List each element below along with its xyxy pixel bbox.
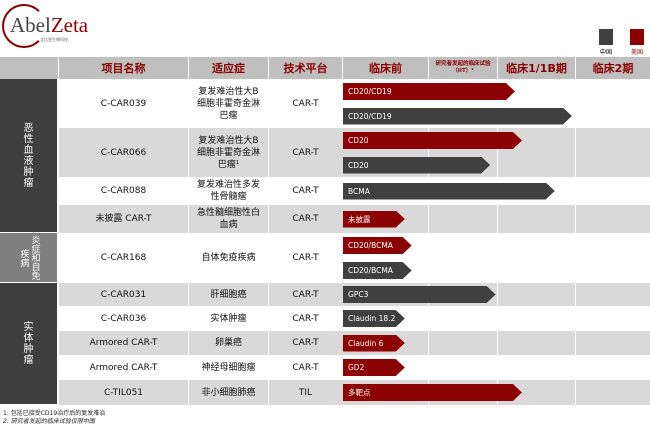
cell-platform: CAR-T — [268, 205, 342, 233]
table-row: C-CAR088 复发难治性多发性骨髓瘤 CAR-T — [58, 177, 650, 205]
table-row: C-CAR168 自体免疫疾病 CAR-T — [58, 233, 650, 283]
cell-platform: CAR-T — [268, 79, 342, 128]
cell-name: Armored CAR-T — [58, 331, 188, 355]
abelzeta-logo: AbelZeta 艾比昱生物科技 — [2, 4, 97, 52]
pipeline-bar-china: CD20/CD19 — [343, 108, 572, 125]
cell-platform: CAR-T — [268, 283, 342, 306]
legend-us: 美国 — [627, 29, 647, 56]
pipeline-bar-us: GD2 — [343, 359, 405, 376]
cell-platform: CAR-T — [268, 331, 342, 355]
cell-platform: TIL — [268, 380, 342, 405]
table-row: Armored CAR-T 神经母细胞瘤 CAR-T — [58, 355, 650, 380]
pipeline-bar-us: CD20/CD19 — [343, 83, 515, 100]
header-iit: 研究者发起的临床试验（IIT）² — [428, 57, 497, 79]
cell-platform: CAR-T — [268, 128, 342, 177]
cell-indication: 肝细胞癌 — [188, 283, 268, 306]
cell-name: C-CAR031 — [58, 283, 188, 306]
cell-name: C-CAR039 — [58, 79, 188, 128]
legend-china: 中国 — [596, 29, 616, 56]
category-label: 实体肿瘤 — [0, 283, 57, 404]
pipeline-bar-china: Claudin 18.2 — [343, 310, 405, 327]
cell-platform: CAR-T — [268, 306, 342, 331]
header-phase2: 临床2期 — [575, 57, 650, 79]
table-row: C-CAR039 复发难治性大B细胞非霍奇金淋巴瘤 CAR-T — [58, 79, 650, 128]
header-indication: 适应症 — [188, 57, 268, 79]
cell-name: Armored CAR-T — [58, 355, 188, 380]
pipeline-bar-china: CD20 — [343, 157, 490, 174]
cell-platform: CAR-T — [268, 355, 342, 380]
cell-name: C-CAR088 — [58, 177, 188, 205]
footnote-2: 2: 研究者发起的临床试验仅限中国 — [3, 418, 95, 425]
pipeline-bar-us: CD20 — [343, 132, 522, 149]
cell-indication: 实体肿瘤 — [188, 306, 268, 331]
category-label: 炎症和自免疾病 — [0, 233, 57, 282]
pipeline-bar-china: CD20/BCMA — [343, 262, 412, 279]
pipeline-bar-us: CD20/BCMA — [343, 237, 412, 254]
cell-indication: 复发难治性大B细胞非霍奇金淋巴瘤¹ — [188, 128, 268, 177]
cell-name: C-CAR168 — [58, 233, 188, 283]
cell-indication: 自体免疫疾病 — [188, 233, 268, 283]
cell-indication: 非小细胞肺癌 — [188, 380, 268, 405]
header-preclinical: 临床前 — [342, 57, 428, 79]
cell-indication: 卵巢癌 — [188, 331, 268, 355]
pipeline-bar-us: 未披露 — [343, 211, 405, 228]
header-phase1: 临床1/1B期 — [497, 57, 575, 79]
header-platform: 技术平台 — [268, 57, 342, 79]
cell-name: C-CAR036 — [58, 306, 188, 331]
cell-indication: 神经母细胞瘤 — [188, 355, 268, 380]
cell-indication: 复发难治性多发性骨髓瘤 — [188, 177, 268, 205]
footnote-1: 1: 包括已接受CD19治疗后的复发难治 — [3, 410, 106, 417]
header-name: 项目名称 — [58, 57, 188, 79]
category-label: 恶性血液肿瘤 — [0, 79, 57, 232]
cell-name: C-TIL051 — [58, 380, 188, 405]
pipeline-bar-us: Claudin 6 — [343, 335, 405, 352]
cell-platform: CAR-T — [268, 177, 342, 205]
pipeline-bar-china: BCMA — [343, 183, 555, 200]
cell-name: C-CAR066 — [58, 128, 188, 177]
cell-indication: 急性髓细胞性白血病 — [188, 205, 268, 233]
footnotes: 1: 包括已接受CD19治疗后的复发难治 2: 研究者发起的临床试验仅限中国 — [3, 410, 105, 426]
pipeline-bar-china: GPC3 — [343, 286, 496, 303]
table-header: 项目名称 适应症 技术平台 临床前 研究者发起的临床试验（IIT）² 临床1/1… — [0, 57, 650, 79]
cell-name: 未披露 CAR-T — [58, 205, 188, 233]
pipeline-bar-us: 多靶点 — [343, 384, 522, 401]
table-row: C-CAR036 实体肿瘤 CAR-T — [58, 306, 650, 331]
cell-indication: 复发难治性大B细胞非霍奇金淋巴瘤 — [188, 79, 268, 128]
cell-platform: CAR-T — [268, 233, 342, 283]
